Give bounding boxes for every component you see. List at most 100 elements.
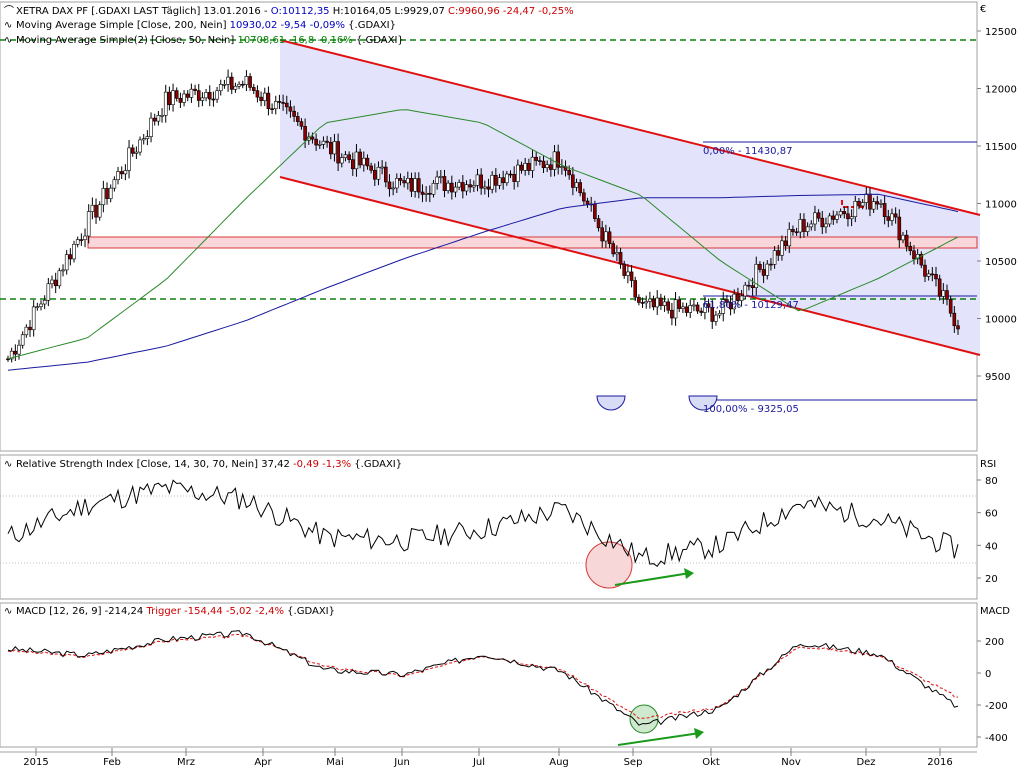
legend-line-1-icon[interactable]: ⌒ [4,5,14,17]
candle-body [567,170,571,176]
candle-body [809,223,814,228]
candle-body [457,182,461,188]
candle-body [512,173,516,182]
candle-body [483,186,487,189]
macd-legend-segment-0: MACD [12, 26, 9] [16,606,105,617]
price-tick-label: 11000 [985,200,1017,211]
candle-body [295,116,300,122]
candle-body [640,302,645,304]
candle-body [893,213,898,218]
rsi-arrow-head [684,568,694,579]
macd-legend-segment-2: Trigger -154,44 -5,02 -2,4% [143,606,284,617]
candle-body [607,231,612,244]
x-tick-label: 2016 [927,757,952,768]
candle-body [141,138,146,141]
x-tick-label: Dez [856,757,875,768]
candle-body [490,174,494,190]
price-tick-label: 10000 [985,315,1017,326]
price-tick-label: 9500 [985,372,1010,383]
candle-body [343,154,348,158]
candle-body [108,187,113,199]
legend-line-3-icon[interactable]: ∿ [4,35,12,46]
candle-body [791,229,795,233]
rsi-divergence-arrow [614,572,691,586]
candle-body [692,304,696,307]
candle-body [666,301,671,311]
candle-body [376,166,381,180]
candle-body [622,263,627,276]
candle-body [292,110,296,117]
candle-body [538,160,542,162]
candle-body [585,200,590,205]
candle-body [681,306,685,309]
macd-line [7,630,959,726]
price-legend-0-segment-3: C:9960,96 -24,47 -0,25% [448,6,574,17]
candle-body [739,295,744,301]
candle-body [508,173,513,176]
price-legend-1-segment-2: {.GDAXI} [345,20,396,31]
candle-body [703,303,707,313]
candle-body [424,192,428,195]
candle-body [868,193,872,210]
candle-body [732,293,737,310]
candle-body [743,284,748,297]
candle-body [387,181,392,190]
candle-body [717,313,722,316]
candle-body [303,126,307,141]
candle-body [94,204,98,218]
candle-body [130,147,135,154]
legend-line-2-icon[interactable]: ∿ [4,20,12,31]
candle-body [769,263,773,266]
candle-body [409,178,414,192]
x-axis: 2015 Feb Mrz Apr Mai Jun Jul Aug Sep Okt Nov Dez 201… [23,748,953,768]
candle-body [325,140,329,143]
price-legend-0-segment-0: XETRA DAX PF [.GDAXI LAST Täglich] 13.01… [16,6,271,17]
candle-body [758,263,762,270]
rsi-tick-label: 40 [985,541,998,552]
sep-bottom-marker [688,395,718,411]
macd-legend-segment-3: {.GDAXI} [284,606,335,617]
candle-body [380,166,384,169]
candle-body [90,204,95,212]
macd-legend-icon[interactable]: ∿ [4,606,12,617]
candle-body [288,106,293,112]
rsi-legend-icon[interactable]: ∿ [4,459,12,470]
candle-body [174,90,179,99]
candle-body [736,293,740,301]
x-tick-label: 2015 [23,757,48,768]
candle-body [827,215,832,225]
price-legend-0-segment-1: O:10112,35 [271,6,330,17]
candle-body [644,301,649,304]
candle-body [428,192,432,195]
candle-body [461,182,465,192]
rsi-panel[interactable] [0,454,978,600]
candle-body [901,234,905,241]
macd-panel[interactable] [0,602,978,748]
candle-body [64,254,69,271]
x-tick-label: Mai [326,757,344,768]
rsi-axis-title: RSI [980,459,996,470]
candle-body [728,302,733,310]
candle-body [450,182,454,193]
price-legend: ⌒ XETRA DAX PF [.GDAXI LAST Täglich] 13.… [4,5,574,46]
candle-body [347,154,351,160]
candle-body [299,121,304,127]
candle-body [754,263,759,288]
ma50-line [7,109,959,360]
candle-body [204,92,208,99]
candle-body [97,204,102,218]
candle-body [890,213,894,221]
candle-body [915,254,920,260]
candle-body [369,165,373,171]
candle-body [501,177,505,184]
candle-body [215,90,219,100]
candle-body [178,98,183,103]
dec-gap-marker [841,200,866,208]
x-tick-label: Mrz [177,757,195,768]
candle-body [527,163,531,171]
candle-body [464,184,469,192]
price-tick-label: 12500 [985,27,1017,38]
candle-body [952,312,957,327]
candle-body [123,170,128,175]
